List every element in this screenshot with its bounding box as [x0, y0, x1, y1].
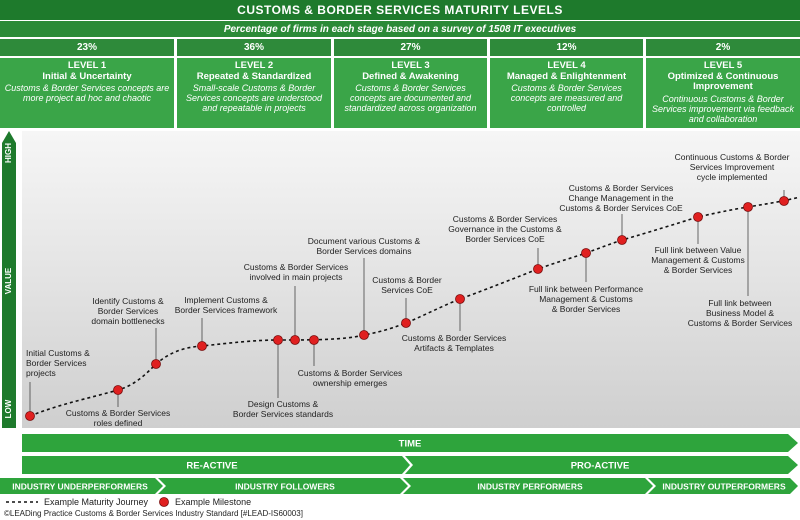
milestone-dot [290, 335, 300, 345]
segment-outperformers-label: INDUSTRY OUTPERFORMERS [662, 482, 786, 492]
level-1-title: LEVEL 1 [67, 60, 107, 71]
reactive-arrow [22, 456, 410, 474]
milestone-label: Design Customs & Border Services standard… [233, 399, 333, 419]
milestone-dot [779, 196, 789, 206]
milestone-label: Customs & Border Services Governance in t… [448, 214, 562, 244]
level-1-description: Customs & Border Services concepts are m… [4, 83, 170, 103]
level-1-box: LEVEL 1 Initial & Uncertainty Customs & … [0, 58, 174, 128]
time-arrow [22, 434, 798, 452]
milestone-dot [533, 264, 543, 274]
level-4-description: Customs & Border Services concepts are m… [510, 83, 623, 113]
milestone-label: Identify Customs & Border Services domain … [91, 296, 164, 326]
page-title: CUSTOMS & BORDER SERVICES MATURITY LEVEL… [0, 0, 800, 20]
milestone-label: Full link between Value Management & Cust… [651, 245, 745, 275]
milestone-label: Customs & Border Services roles defined [66, 408, 170, 428]
level-5-name: Optimized & Continuous Improvement [667, 70, 779, 92]
milestone-label: Customs & Border Services involved in mai… [244, 262, 348, 282]
level-5-box: LEVEL 5 Optimized & Continuous Improveme… [646, 58, 800, 128]
milestone-label: Document various Customs & Border Service… [308, 236, 421, 256]
value-arrow-shape [2, 131, 16, 428]
milestone-dot [693, 212, 703, 222]
axis-low-label: LOW [4, 399, 13, 418]
segment-performers [403, 478, 653, 494]
legend-milestone-label: Example Milestone [175, 497, 252, 507]
level-5-percent: 2% [646, 39, 800, 56]
level-3-box: LEVEL 3 Defined & Awakening Customs & Bo… [334, 58, 487, 128]
level-3-description: Customs & Border Services concepts are d… [344, 83, 477, 113]
milestone-dot [581, 248, 591, 258]
milestone-dot [617, 235, 627, 245]
level-1-name: Initial & Uncertainty [42, 70, 132, 82]
milestone-dot [743, 202, 753, 212]
level-2-box: LEVEL 2 Repeated & Standardized Small-sc… [177, 58, 331, 128]
level-3-name: Defined & Awakening [362, 70, 459, 82]
milestone-dot [309, 335, 319, 345]
milestone-dot [273, 335, 283, 345]
level-4-box: LEVEL 4 Managed & Enlightenment Customs … [490, 58, 643, 128]
maturity-journey-area [22, 131, 800, 428]
legend: Example Maturity Journey Example Milesto… [6, 496, 251, 508]
level-3-title: LEVEL 3 [391, 60, 430, 71]
level-3-percent: 27% [334, 39, 487, 56]
segment-underperformers [0, 478, 163, 494]
level-2-description: Small-scale Customs & Border Services co… [185, 83, 323, 113]
axis-value-label: VALUE [4, 267, 13, 294]
milestone-label: Customs & Border Services ownership emerg… [298, 368, 402, 388]
value-axis-arrow: HIGH VALUE LOW [2, 131, 16, 428]
level-2-percent: 36% [177, 39, 331, 56]
level-1-percent: 23% [0, 39, 174, 56]
milestone-dot [401, 318, 411, 328]
segment-followers [158, 478, 408, 494]
axis-high-label: HIGH [4, 143, 13, 163]
milestone-dot [113, 385, 123, 395]
milestone-label: Full link between Business Model & Customs… [688, 298, 792, 328]
page-subtitle: Percentage of firms in each stage based … [0, 21, 800, 37]
level-5-description: Continuous Customs & Border Services imp… [651, 93, 795, 124]
proactive-label: PRO-ACTIVE [571, 461, 630, 472]
milestone-dot [151, 359, 161, 369]
proactive-arrow [405, 456, 798, 474]
milestone-label: Full link between Performance Management … [529, 284, 644, 314]
milestone-legend-icon [159, 497, 169, 507]
journey-legend-icon [6, 501, 38, 503]
footer-copyright: ©LEADing Practice Customs & Border Servi… [4, 509, 303, 518]
milestone-label: Initial Customs & Border Services projects [26, 348, 90, 378]
segment-outperformers [648, 478, 798, 494]
milestone-dot [197, 341, 207, 351]
time-label: TIME [399, 439, 422, 450]
milestone-label: Continuous Customs & Border Services Impr… [675, 152, 790, 182]
level-4-percent: 12% [490, 39, 643, 56]
level-2-name: Repeated & Standardized [196, 70, 312, 82]
segment-performers-label: INDUSTRY PERFORMERS [477, 482, 583, 492]
legend-journey-label: Example Maturity Journey [44, 497, 149, 507]
level-4-name: Managed & Enlightenment [506, 70, 627, 82]
reactive-label: RE-ACTIVE [186, 461, 237, 472]
level-4-title: LEVEL 4 [547, 60, 586, 71]
milestone-label: Customs & Border Services CoE [372, 275, 442, 295]
leader-lines [29, 190, 785, 413]
milestone-label: Customs & Border Services Change Manageme… [559, 183, 683, 213]
level-2-title: LEVEL 2 [234, 60, 274, 71]
milestone-label: Implement Customs & Border Services frame… [175, 295, 278, 315]
segment-followers-label: INDUSTRY FOLLOWERS [235, 482, 335, 492]
milestone-dot [455, 294, 465, 304]
segment-underperformers-label: INDUSTRY UNDERPERFORMERS [12, 482, 148, 492]
milestone-dot [25, 411, 35, 421]
level-5-title: LEVEL 5 [703, 60, 743, 71]
milestone-dot [359, 330, 369, 340]
milestone-label: Customs & Border Services Artifacts & Tem… [402, 333, 506, 353]
